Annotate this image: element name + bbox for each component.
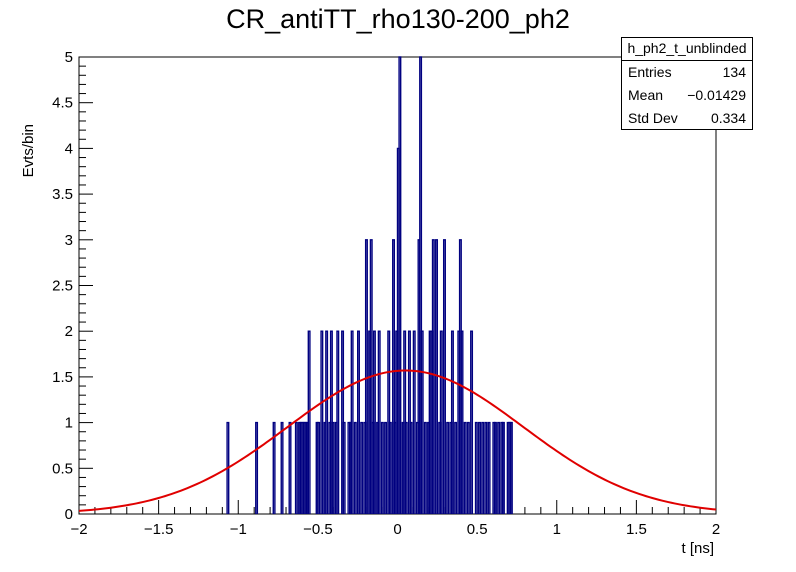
histogram-bin (317, 421, 321, 514)
histogram-bin (288, 421, 292, 514)
y-tick-label: 2 (65, 323, 73, 340)
stats-value: −0.01429 (687, 87, 746, 103)
histogram-bin (350, 330, 354, 514)
stats-box-title: h_ph2_t_unblinded (622, 38, 752, 61)
histogram-bin (372, 330, 376, 514)
y-tick-label: 1 (65, 415, 73, 432)
histogram-bin (342, 421, 346, 514)
histogram-bin (409, 421, 413, 514)
x-tick-label: −1.5 (144, 521, 174, 538)
histogram-bin (463, 421, 467, 514)
y-tick-label: 0 (65, 506, 73, 523)
histogram-bin (384, 421, 388, 514)
y-tick-label: 1.5 (52, 369, 73, 386)
x-tick-label: −1 (230, 521, 247, 538)
histogram-bin (439, 330, 443, 514)
histogram-bin (484, 421, 488, 514)
histogram-bars (226, 56, 513, 514)
histogram-bin (460, 330, 464, 514)
histogram-bin (509, 421, 513, 514)
histogram-bin (280, 421, 284, 514)
x-tick-label: −0.5 (303, 521, 333, 538)
histogram-bin (380, 421, 384, 514)
x-tick-label: 0.5 (467, 521, 488, 538)
histogram-bin (404, 421, 408, 514)
histogram-bin (325, 330, 329, 514)
histogram-bin (356, 330, 360, 514)
histogram-bin (320, 330, 324, 514)
y-tick-label: 0.5 (52, 460, 73, 477)
histogram-bin (493, 421, 497, 514)
histogram-bin (360, 421, 364, 514)
histogram-bin (331, 421, 335, 514)
stats-label: Mean (628, 87, 664, 103)
histogram-bin (307, 330, 311, 514)
gaussian-fit-curve (78, 369, 717, 512)
histogram-bin (336, 330, 340, 514)
stats-label: Entries (628, 64, 672, 80)
stats-row-entries: Entries 134 (622, 61, 752, 84)
y-tick-label: 4.5 (52, 95, 73, 112)
histogram-bin (388, 421, 392, 514)
y-tick-label: 3.5 (52, 186, 73, 203)
y-tick-labels: 0 0.5 1 1.5 2 2.5 3 3.5 4 4.5 5 (52, 49, 73, 523)
histogram-bin (255, 421, 259, 514)
histogram-bin (392, 239, 396, 514)
y-tick-label: 3 (65, 232, 73, 249)
stats-row-stddev: Std Dev 0.334 (622, 107, 752, 130)
stats-value: 0.334 (710, 110, 746, 126)
histogram-bin (478, 421, 482, 514)
histogram-bin (423, 421, 427, 514)
histogram-bin (466, 421, 470, 514)
y-tick-label: 2.5 (52, 278, 73, 295)
stats-row-mean: Mean −0.01429 (622, 84, 752, 107)
histogram-bin (470, 330, 474, 514)
histogram-bin (431, 239, 435, 514)
histogram-bin (454, 421, 458, 514)
y-axis-label: Evts/bin (20, 124, 37, 177)
histogram-bin (450, 330, 454, 514)
x-tick-label: 0 (393, 521, 401, 538)
histogram-bin (419, 56, 423, 514)
histogram-bin (497, 421, 501, 514)
stats-value: 134 (722, 64, 746, 80)
y-tick-label: 4 (65, 140, 73, 157)
y-tick-label: 5 (65, 49, 73, 66)
histogram-bin (353, 421, 357, 514)
histogram-bin (377, 330, 381, 514)
histogram-bin (487, 421, 491, 514)
histogram-bin (474, 421, 478, 514)
histogram-bin (398, 56, 402, 514)
x-tick-label: −2 (70, 521, 87, 538)
histogram-bin (501, 421, 505, 514)
x-tick-labels: −2 −1.5 −1 −0.5 0 0.5 1 1.5 2 (70, 521, 720, 538)
histogram-bin (412, 330, 416, 514)
x-tick-label: 1.5 (626, 521, 647, 538)
histogram-bin (272, 421, 276, 514)
histogram-bin (446, 421, 450, 514)
stats-label: Std Dev (628, 110, 678, 126)
histogram-bin (294, 421, 298, 514)
x-tick-label: 1 (553, 521, 561, 538)
histogram-bin (435, 239, 439, 514)
stats-box: h_ph2_t_unblinded Entries 134 Mean −0.01… (621, 37, 753, 130)
histogram-bin (420, 330, 424, 514)
x-tick-label: 2 (712, 521, 720, 538)
histogram-bin (481, 421, 485, 514)
chart-title: CR_antiTT_rho130-200_ph2 (226, 4, 570, 34)
x-axis-label: t [ns] (681, 540, 714, 557)
